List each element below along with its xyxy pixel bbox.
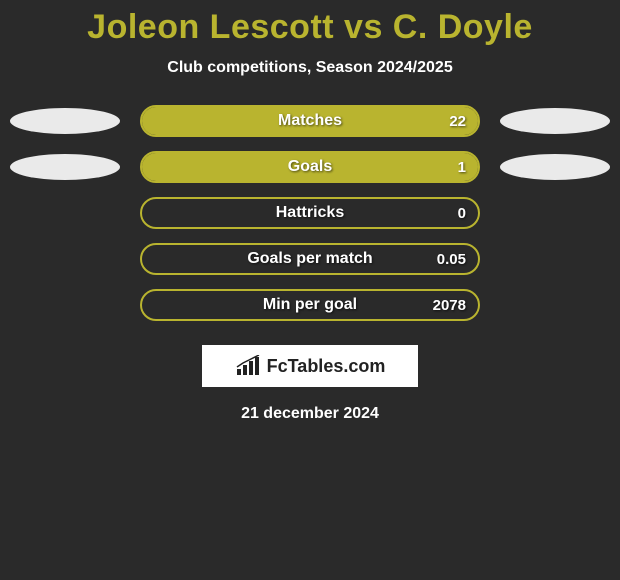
bar-value: 2078	[433, 291, 466, 319]
bar-value: 0.05	[437, 245, 466, 273]
bar-label: Matches	[142, 107, 478, 135]
bar-track: Goals 1	[140, 151, 480, 183]
brand-badge: FcTables.com	[202, 345, 418, 387]
player-oval-right	[500, 154, 610, 180]
stat-row: Min per goal 2078	[0, 289, 620, 321]
stat-row: Goals 1	[0, 151, 620, 183]
player-oval-left	[10, 108, 120, 134]
bar-value: 1	[458, 153, 466, 181]
subtitle: Club competitions, Season 2024/2025	[0, 59, 620, 77]
bar-value: 0	[458, 199, 466, 227]
bar-label: Goals	[142, 153, 478, 181]
bar-label: Min per goal	[142, 291, 478, 319]
bar-track: Goals per match 0.05	[140, 243, 480, 275]
brand-text: FcTables.com	[267, 356, 386, 377]
stat-row: Matches 22	[0, 105, 620, 137]
bar-track: Min per goal 2078	[140, 289, 480, 321]
bar-track: Hattricks 0	[140, 197, 480, 229]
bar-track: Matches 22	[140, 105, 480, 137]
stat-row: Hattricks 0	[0, 197, 620, 229]
player-oval-left	[10, 154, 120, 180]
bar-label: Goals per match	[142, 245, 478, 273]
page-title: Joleon Lescott vs C. Doyle	[0, 8, 620, 47]
date-text: 21 december 2024	[0, 405, 620, 423]
bar-value: 22	[449, 107, 466, 135]
bar-chart-icon	[235, 355, 261, 377]
bar-label: Hattricks	[142, 199, 478, 227]
stat-rows: Matches 22 Goals 1 Hattricks 0	[0, 105, 620, 321]
player-oval-right	[500, 108, 610, 134]
stat-row: Goals per match 0.05	[0, 243, 620, 275]
